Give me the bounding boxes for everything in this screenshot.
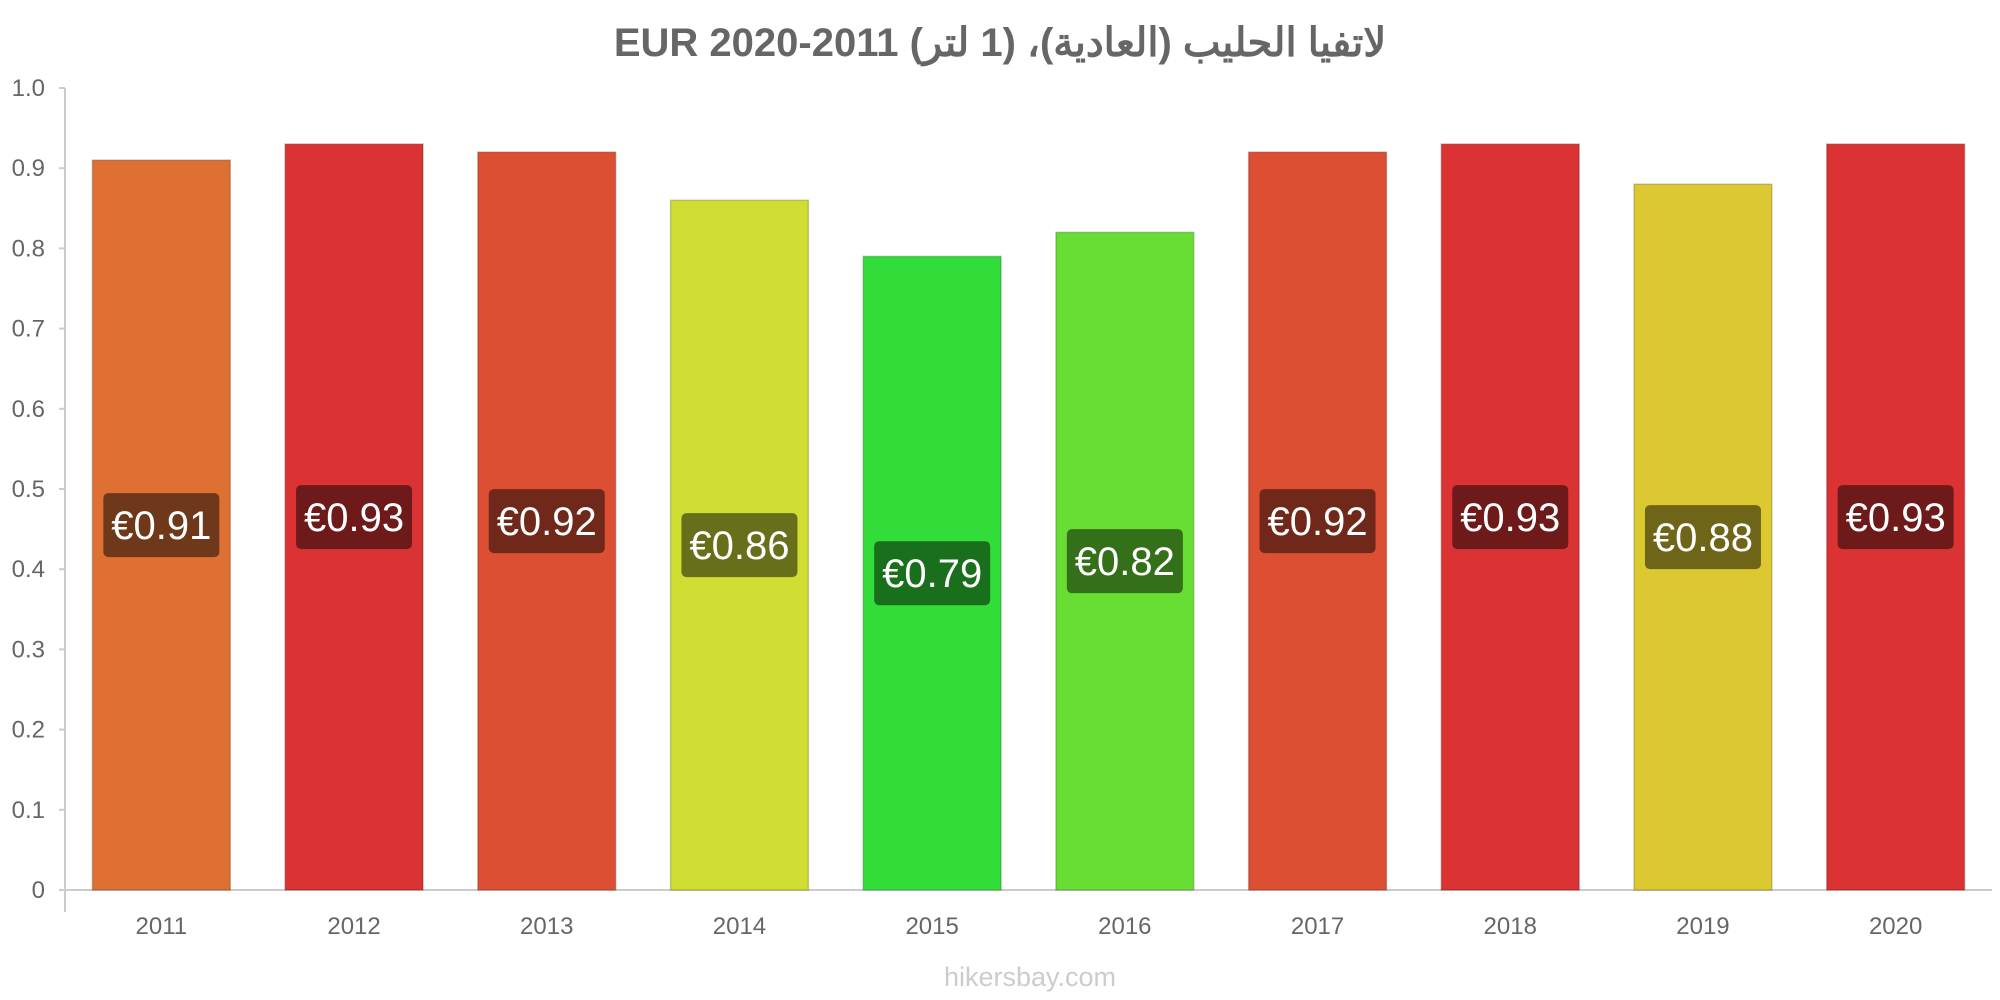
data-label-2017: €0.92: [1267, 500, 1367, 544]
y-tick-label: 0.7: [12, 316, 45, 343]
data-label-2015: €0.79: [882, 552, 982, 596]
data-label-bg-2014: [681, 513, 798, 578]
y-tick-label: 0: [32, 877, 45, 904]
data-label-2011: €0.91: [111, 504, 211, 548]
y-tick-label: 0.6: [12, 396, 45, 423]
data-label-2019: €0.88: [1653, 516, 1753, 560]
data-label-bg-2015: [874, 541, 991, 606]
data-label-bg-2018: [1452, 485, 1569, 550]
data-label-bg-2017: [1259, 489, 1376, 554]
y-tick-label: 1.0: [12, 75, 45, 102]
data-label-2016: €0.82: [1075, 540, 1175, 584]
x-tick-label-2014: 2014: [713, 913, 766, 940]
x-axis: 2011 2012 2013 2014 2015 2016 2017 2018 2019 2020: [65, 889, 1992, 940]
x-tick-label-2013: 2013: [520, 913, 573, 940]
data-label-2013: €0.92: [497, 500, 597, 544]
y-tick-label: 0.3: [12, 636, 45, 663]
watermark: hikersbay.com: [944, 962, 1116, 992]
x-tick-label-2011: 2011: [136, 913, 188, 940]
x-tick-label-2012: 2012: [327, 913, 380, 940]
data-label-bg-2013: [488, 489, 605, 554]
x-tick-label-2018: 2018: [1484, 913, 1537, 940]
data-label-2014: €0.86: [689, 524, 789, 568]
x-tick-label-2019: 2019: [1676, 913, 1729, 940]
data-label-bg-2016: [1066, 529, 1183, 594]
y-tick-label: 0.5: [12, 476, 45, 503]
data-label-2020: €0.93: [1846, 496, 1946, 540]
data-label-bg-2011: [103, 493, 220, 558]
y-tick-label: 0.2: [12, 717, 45, 744]
x-tick-label-2017: 2017: [1291, 913, 1344, 940]
chart-title: لاتفيا الحليب (العادية)، (1 لتر) EUR 202…: [614, 21, 1386, 67]
y-tick-label: 0.8: [12, 235, 45, 262]
y-tick-label: 0.1: [12, 797, 45, 824]
y-axis: 0 0.1 0.2 0.3 0.4 0.5 0.6 0.7 0.8 0.9 1.0: [12, 75, 66, 912]
x-tick-label-2020: 2020: [1869, 913, 1922, 940]
y-tick-label: 0.4: [12, 556, 45, 583]
x-tick-label-2016: 2016: [1098, 913, 1151, 940]
data-label-bg-2012: [296, 485, 413, 550]
data-label-2012: €0.93: [304, 496, 404, 540]
data-label-bg-2019: [1644, 505, 1761, 570]
data-label-bg-2020: [1837, 485, 1954, 550]
x-tick-label-2015: 2015: [905, 913, 958, 940]
y-tick-label: 0.9: [12, 155, 45, 182]
data-labels: €0.91 €0.93 €0.92 €0.86 €0.79 €0.82 €0.92 €0.93…: [103, 485, 1954, 606]
data-label-2018: €0.93: [1460, 496, 1560, 540]
